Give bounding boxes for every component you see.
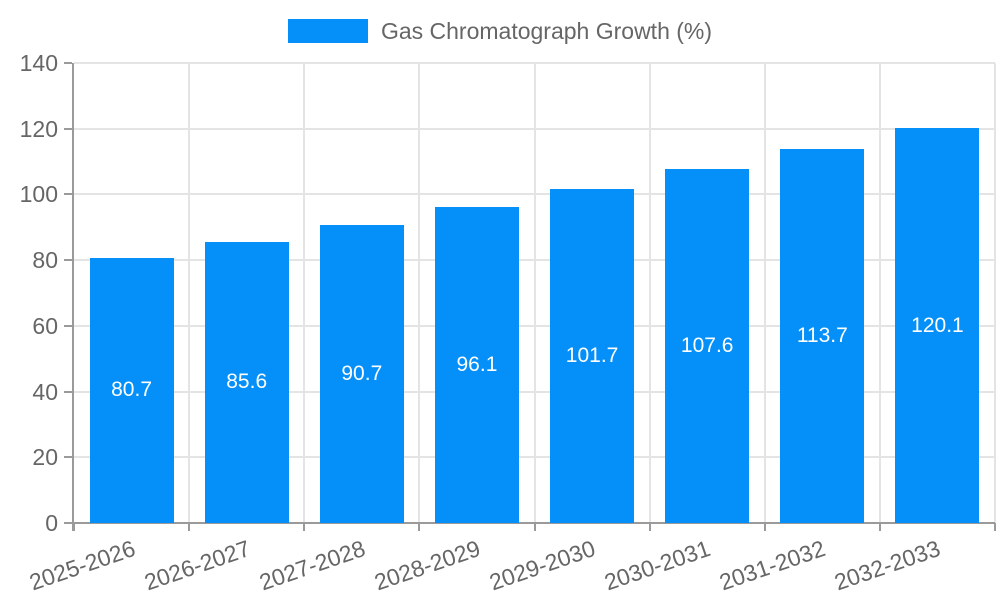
y-tick-label: 120 [19, 115, 58, 142]
x-tick-label: 2031-2032 [716, 535, 829, 596]
x-gridline [878, 63, 881, 523]
y-tick-label: 40 [32, 378, 58, 405]
x-tick-label: 2025-2026 [25, 535, 139, 596]
bar-2031-2032: 113.7 [780, 149, 865, 523]
bar-value-label: 80.7 [111, 378, 152, 402]
x-axis-tick [303, 523, 306, 531]
x-axis-tick [533, 523, 536, 531]
legend-item[interactable]: Gas Chromatograph Growth (%) [0, 17, 1000, 45]
bar-value-label: 96.1 [456, 353, 498, 377]
x-tick-label: 2029-2030 [486, 535, 599, 596]
x-gridline [994, 63, 996, 523]
x-axis-tick [878, 523, 881, 531]
y-axis-line [72, 63, 74, 531]
bar-2029-2030: 101.7 [550, 188, 635, 523]
x-axis-line [74, 522, 995, 524]
x-tick-label: 2027-2028 [255, 535, 369, 596]
legend-swatch [287, 19, 368, 43]
y-axis-tick [64, 390, 72, 393]
x-axis-tick [763, 523, 766, 531]
x-gridline [648, 63, 651, 523]
bar-2026-2027: 85.6 [204, 241, 289, 523]
bar-value-label: 101.7 [565, 343, 619, 367]
x-axis-tick [188, 523, 191, 531]
y-axis-tick [64, 259, 72, 262]
y-axis-tick [64, 522, 72, 524]
x-tick-label: 2028-2029 [370, 535, 484, 596]
x-axis-tick [418, 523, 421, 531]
bar-2027-2028: 90.7 [319, 224, 404, 523]
plot-area: 0 20 40 60 80 100 120 140 80.7 85.6 90.7 96.1 101.7 1… [20, 50, 996, 595]
y-tick-label: 0 [45, 510, 58, 536]
x-axis-tick [73, 523, 75, 531]
x-gridline [418, 63, 421, 523]
legend-label: Gas Chromatograph Growth (%) [380, 17, 713, 44]
bar-2030-2031: 107.6 [665, 169, 750, 523]
x-tick-label: 2026-2027 [140, 535, 254, 596]
x-axis-tick [994, 523, 996, 531]
x-gridline [188, 63, 191, 523]
bar-value-label: 120.1 [911, 313, 964, 337]
y-tick-label: 140 [19, 50, 58, 76]
bar-value-label: 107.6 [680, 334, 734, 358]
y-axis-tick [64, 127, 72, 130]
y-axis-tick [64, 456, 72, 459]
bar-value-label: 90.7 [341, 361, 383, 385]
x-axis-tick [648, 523, 651, 531]
y-axis-tick [64, 324, 72, 327]
y-axis-tick [64, 193, 72, 196]
y-tick-label: 20 [32, 444, 58, 471]
y-tick-label: 100 [19, 181, 58, 208]
bar-2032-2033: 120.1 [895, 128, 980, 523]
x-gridline [533, 63, 536, 523]
y-tick-label: 60 [32, 312, 58, 339]
x-gridline [303, 63, 306, 523]
bar-2028-2029: 96.1 [434, 207, 519, 523]
x-tick-label: 2032-2033 [831, 535, 944, 596]
y-axis-tick [64, 62, 72, 64]
bar-value-label: 85.6 [226, 370, 268, 394]
y-tick-label: 80 [32, 247, 58, 274]
bar-value-label: 113.7 [796, 324, 848, 348]
x-gridline [763, 63, 766, 523]
bar-2025-2026: 80.7 [89, 257, 174, 523]
x-tick-label: 2030-2031 [601, 535, 714, 596]
